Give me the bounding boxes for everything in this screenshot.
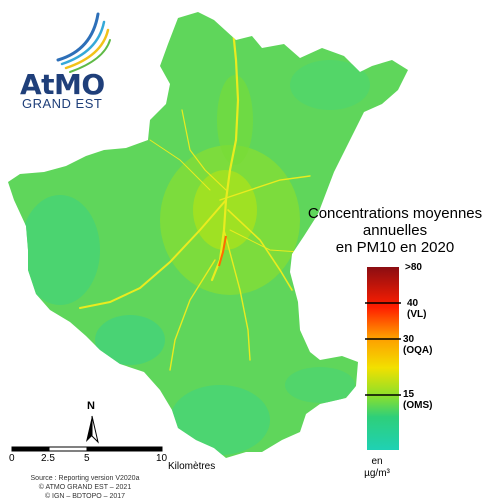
rural-zone-southwest — [95, 315, 165, 365]
legend-threshold-30-tag: (OQA) — [403, 345, 433, 356]
credits: Source : Reporting version V2020a © ATMO… — [10, 474, 160, 501]
legend-color-bar — [367, 267, 399, 450]
legend-max-label: >80 — [405, 262, 422, 273]
scale-tick-0: 0 — [9, 453, 15, 464]
credits-ign: © IGN – BDTOPO – 2017 — [44, 493, 126, 500]
scale-tick-5: 5 — [84, 453, 90, 464]
legend-threshold-15-value: 15 — [403, 389, 415, 400]
scale-unit: Kilomètres — [168, 461, 216, 472]
logo-swoosh — [56, 12, 111, 73]
title-line-1: Concentrations moyennes — [307, 205, 483, 222]
legend-threshold-15-tag: (OMS) — [403, 400, 433, 411]
legend-threshold-40-tag: (VL) — [407, 309, 427, 320]
high-concentration-corridor — [218, 235, 227, 267]
credits-source: Source : Reporting version V2020a — [30, 475, 140, 482]
credits-atmo: © ATMO GRAND EST – 2021 — [38, 484, 132, 491]
title-line-3: en PM10 en 2020 — [335, 239, 455, 256]
rural-zone-north — [290, 60, 370, 110]
legend-threshold-lines — [365, 302, 401, 396]
rural-zone-southeast — [285, 367, 355, 403]
legend-threshold-30: 30 (OQA) — [403, 334, 432, 356]
legend-threshold-40-value: 40 — [407, 298, 419, 309]
legend-unit: en µg/m³ — [362, 456, 392, 480]
legend-threshold-15: 15 (OMS) — [403, 389, 432, 411]
map-title: Concentrations moyennes annuelles en PM1… — [302, 205, 488, 256]
road-network — [79, 18, 311, 371]
urban-zone-north — [217, 75, 253, 165]
north-arrow-icon — [86, 415, 99, 444]
legend-unit-line-1: en — [371, 456, 383, 467]
legend-threshold-30-value: 30 — [403, 334, 415, 345]
north-label: N — [87, 400, 95, 412]
rural-zone-south — [170, 385, 270, 455]
rural-zone-west — [20, 195, 100, 305]
logo-subtitle: GRAND EST — [22, 96, 103, 111]
title-line-2: annuelles — [362, 222, 428, 239]
legend-threshold-40: 40 (VL) — [407, 298, 426, 320]
logo-wordmark: AtMO — [20, 68, 105, 101]
scale-bar — [11, 446, 163, 452]
scale-tick-2-5: 2.5 — [41, 453, 55, 464]
legend-unit-line-2: µg/m³ — [364, 468, 390, 479]
scale-tick-10: 10 — [156, 453, 168, 464]
